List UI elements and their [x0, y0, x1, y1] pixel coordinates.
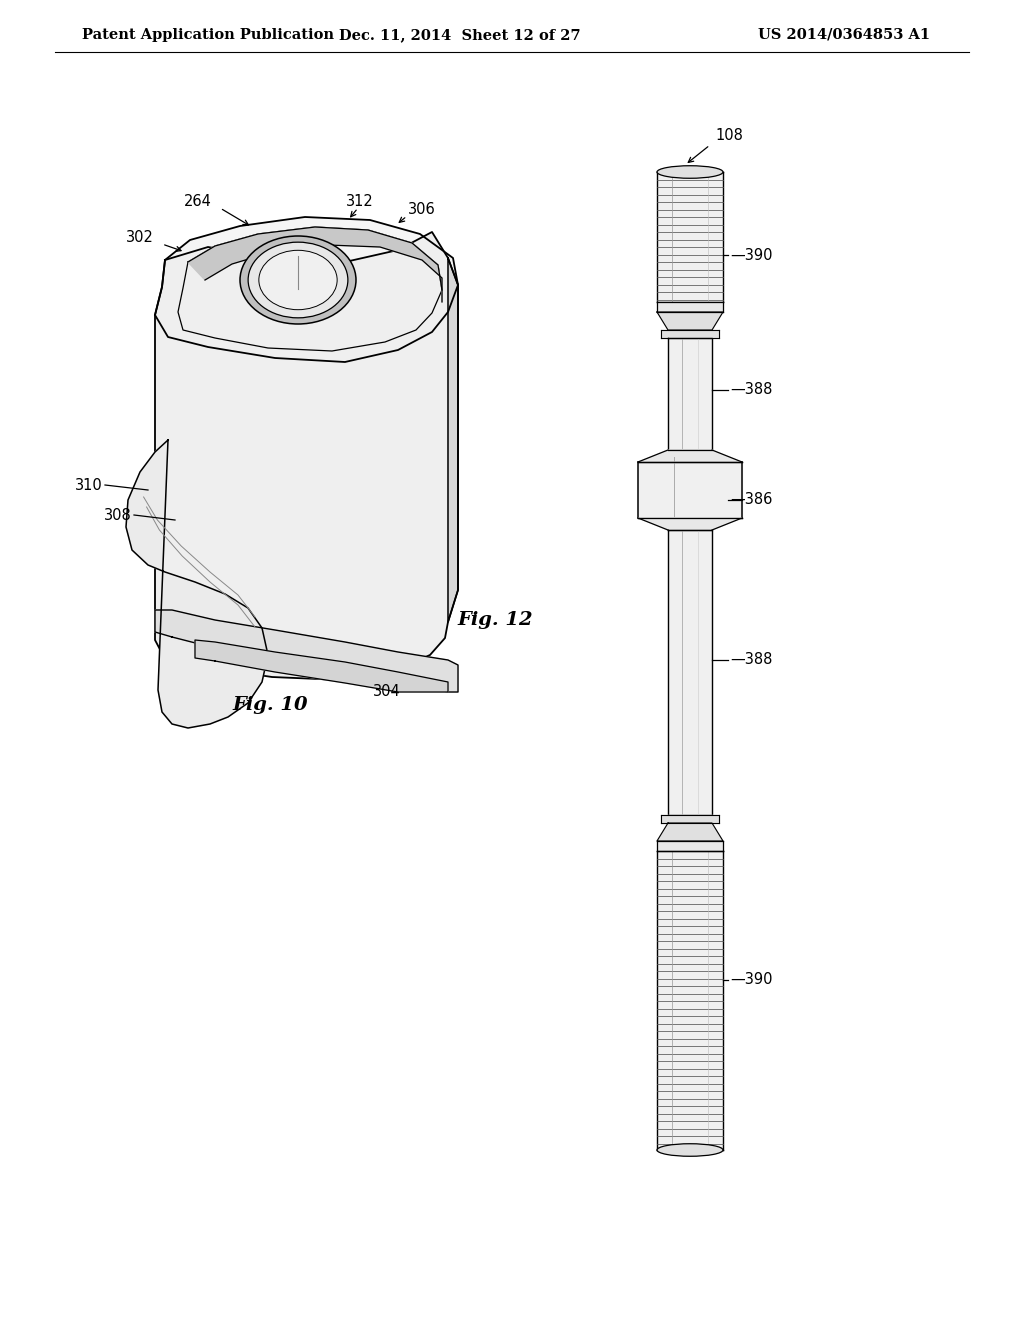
Polygon shape — [657, 312, 723, 330]
Polygon shape — [657, 172, 723, 302]
Polygon shape — [155, 216, 458, 362]
Polygon shape — [657, 302, 723, 312]
Text: Patent Application Publication: Patent Application Publication — [82, 28, 334, 42]
Text: 308: 308 — [104, 507, 132, 523]
Polygon shape — [449, 257, 458, 622]
Polygon shape — [657, 851, 723, 1150]
Polygon shape — [638, 462, 742, 517]
Polygon shape — [638, 450, 742, 462]
Text: 264: 264 — [184, 194, 212, 210]
Text: —388: —388 — [730, 652, 772, 668]
Ellipse shape — [248, 242, 348, 318]
Polygon shape — [195, 640, 449, 692]
Ellipse shape — [259, 251, 337, 310]
Text: 312: 312 — [346, 194, 374, 210]
Polygon shape — [657, 841, 723, 851]
Text: Fig. 10: Fig. 10 — [232, 696, 308, 714]
Text: 108: 108 — [715, 128, 742, 143]
Ellipse shape — [657, 1143, 723, 1156]
Polygon shape — [662, 330, 719, 338]
Text: 310: 310 — [75, 478, 103, 492]
Polygon shape — [657, 822, 723, 841]
Polygon shape — [188, 227, 442, 302]
Text: Fig. 12: Fig. 12 — [457, 611, 532, 630]
Text: 306: 306 — [408, 202, 436, 218]
Text: —388: —388 — [730, 383, 772, 397]
Text: Dec. 11, 2014  Sheet 12 of 27: Dec. 11, 2014 Sheet 12 of 27 — [339, 28, 581, 42]
Text: 304: 304 — [373, 685, 400, 700]
Polygon shape — [155, 610, 458, 692]
Text: —386: —386 — [730, 492, 772, 507]
Polygon shape — [638, 517, 742, 531]
Text: —390: —390 — [730, 248, 772, 263]
Text: 302: 302 — [126, 231, 154, 246]
Polygon shape — [662, 814, 719, 822]
Ellipse shape — [657, 166, 723, 178]
Polygon shape — [126, 440, 268, 729]
Polygon shape — [155, 232, 458, 680]
Text: —390: —390 — [730, 973, 772, 987]
Text: US 2014/0364853 A1: US 2014/0364853 A1 — [758, 28, 930, 42]
Polygon shape — [668, 338, 712, 450]
Ellipse shape — [240, 236, 356, 323]
Polygon shape — [668, 531, 712, 814]
